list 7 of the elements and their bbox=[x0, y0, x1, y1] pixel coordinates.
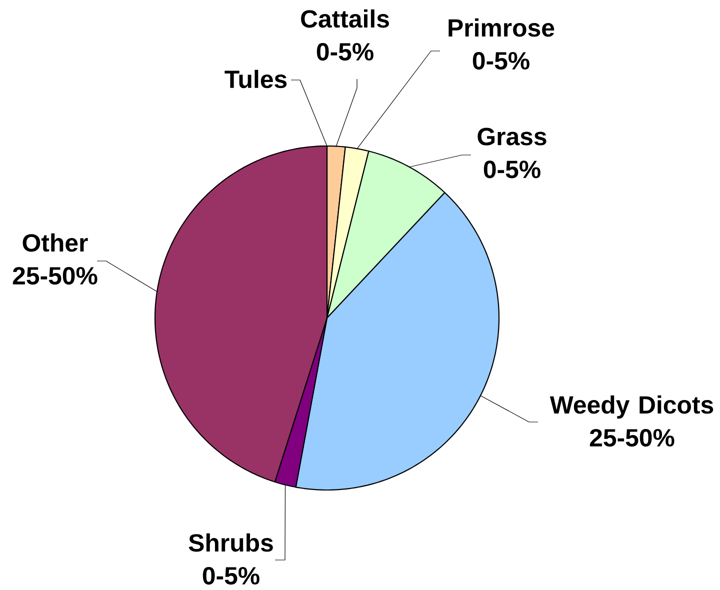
slice-label: Grass 0-5% bbox=[478, 128, 546, 178]
slice-label: Cattails 0-5% bbox=[301, 9, 389, 61]
category-label: Tules bbox=[224, 70, 287, 88]
slice-label: Shrubs 0-5% bbox=[188, 533, 273, 585]
slice-label: Weedy Dicots 25-50% bbox=[550, 395, 714, 447]
slice-label: Primrose 0-5% bbox=[448, 18, 554, 70]
slice-label: Other 25-50% bbox=[12, 233, 98, 285]
